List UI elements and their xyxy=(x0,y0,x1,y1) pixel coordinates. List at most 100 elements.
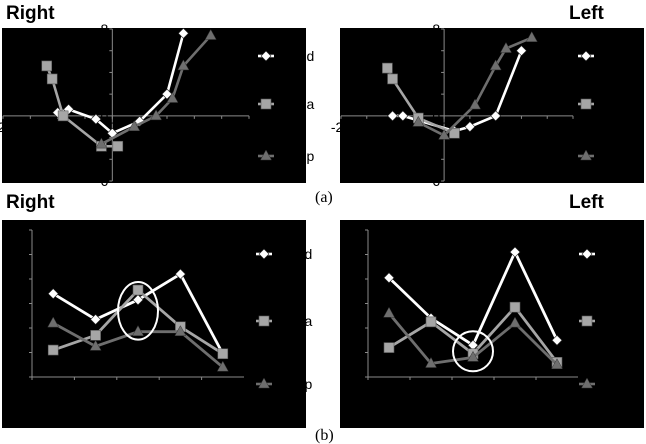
legend-label-R-Da: -R-Da xyxy=(275,313,313,329)
x-tick-label: "1-2" xyxy=(81,397,111,413)
data-point-R-Da xyxy=(90,330,101,341)
x-tick-label: "3-4" xyxy=(165,397,195,413)
chart-a-left: -20-15-10-50510152025-6-4-224680-L-Cd-L-… xyxy=(331,21,644,189)
y-tick-label: 8 xyxy=(18,271,26,287)
data-point-L-Da xyxy=(509,301,521,313)
y-tick-label: 6 xyxy=(432,43,440,59)
data-point-L-Cd xyxy=(490,110,502,122)
x-tick-label: "4-5" xyxy=(542,397,572,413)
data-point-L-Dp xyxy=(489,59,502,71)
y-tick-label: 4 xyxy=(18,320,26,336)
chart-b-right: 0 2 4 6 8 10 12 "0-1" "1-2" "2-3" "3-4" "4-5" -R-Cd -… xyxy=(2,220,313,428)
charts-layer: -20-15-10-50510152025-6-4-224680-R-Cd-R-… xyxy=(0,21,644,428)
legend-label-L-Da: -L-Da xyxy=(597,96,632,112)
data-point-R-Cd xyxy=(177,27,189,39)
x-tick-label: -15 xyxy=(20,119,40,135)
data-point-L-Da xyxy=(382,62,393,74)
series-line-L-Dp xyxy=(417,36,533,137)
data-point-L-Cd xyxy=(551,334,563,346)
data-point-L-Da xyxy=(425,316,437,328)
legend-marker-R-Dp xyxy=(258,377,270,389)
panel-b-left-title: Left xyxy=(569,192,605,213)
legend-marker-R-Cd xyxy=(258,248,270,260)
data-point-L-Da xyxy=(449,127,460,139)
series-line-L-Da xyxy=(386,67,455,135)
x-tick-label: 20 xyxy=(539,119,555,135)
x-tick-label: "4-5" xyxy=(208,397,238,413)
x-tick-label: "2-3" xyxy=(458,397,488,413)
y-tick-label: 8 xyxy=(432,21,440,37)
highlight-ellipse xyxy=(117,281,159,341)
legend-label-L-Dp: -L-Dp xyxy=(597,148,632,164)
caption-b: (b) xyxy=(315,427,334,444)
data-point-R-Cd xyxy=(90,314,102,325)
data-point-L-Dp xyxy=(500,42,512,53)
data-point-L-Da xyxy=(383,342,395,353)
legend-label-R-Da: -R-Da xyxy=(277,96,315,112)
data-point-L-Dp xyxy=(551,358,563,369)
legend-marker-R-Cd xyxy=(260,50,272,62)
y-tick-label: 6 xyxy=(354,296,362,312)
legend-marker-R-Da xyxy=(260,98,272,110)
data-point-L-Dp xyxy=(412,115,425,127)
data-point-R-Cd xyxy=(90,113,102,125)
y-tick-label: 4 xyxy=(354,320,362,336)
y-tick-label: 0 xyxy=(101,108,109,124)
legend-marker-L-Cd xyxy=(581,248,593,260)
legend-marker-L-Dp xyxy=(581,377,593,389)
legend-marker-R-Dp xyxy=(260,149,272,161)
data-point-R-Da xyxy=(47,344,59,356)
data-point-L-Dp xyxy=(425,357,437,368)
data-point-R-Dp xyxy=(174,325,187,336)
y-tick-label: 2 xyxy=(18,345,26,361)
legend-marker-L-Dp xyxy=(580,149,592,161)
legend-label-R-Dp: -R-Dp xyxy=(275,376,313,392)
y-tick-label: 4 xyxy=(432,64,440,80)
y-tick-label: 12 xyxy=(346,222,362,238)
legend-label-R-Cd: -R-Cd xyxy=(275,246,312,262)
legend-label-L-Cd: -L-Cd xyxy=(597,48,632,64)
y-tick-label: 6 xyxy=(18,296,26,312)
y-tick-label: 4 xyxy=(101,64,109,80)
y-tick-label: 6 xyxy=(101,43,109,59)
x-tick-label: 20 xyxy=(214,119,230,135)
y-tick-label: 8 xyxy=(354,271,362,287)
y-tick-label: -4 xyxy=(428,151,441,167)
legend-marker-R-Da xyxy=(258,315,270,327)
data-point-R-Cd xyxy=(161,88,173,100)
y-tick-label: 10 xyxy=(346,247,362,263)
data-point-L-Da xyxy=(387,73,398,85)
x-tick-label: 25 xyxy=(241,119,257,135)
legend-label-L-Cd: -L-Cd xyxy=(598,246,633,262)
x-tick-label: 10 xyxy=(488,119,504,135)
y-tick-label: 10 xyxy=(10,247,26,263)
data-point-L-Dp xyxy=(525,31,538,42)
y-tick-label: 12 xyxy=(10,222,26,238)
y-tick-label: -6 xyxy=(96,173,109,189)
data-point-L-Cd xyxy=(516,45,527,57)
y-tick-label: 0 xyxy=(354,369,362,385)
data-point-L-Cd xyxy=(509,246,521,258)
data-point-R-Dp xyxy=(128,120,141,131)
chart-b-left: 0 2 4 6 8 10 12 "0-1" "1-2" "2-3" "3-4" "4-5" -L-Cd -… xyxy=(340,220,644,428)
y-tick-label: -6 xyxy=(428,173,441,189)
x-tick-label: -10 xyxy=(382,119,402,135)
legend-marker-L-Cd xyxy=(580,50,592,62)
data-point-L-Dp xyxy=(509,316,521,328)
data-point-L-Dp xyxy=(467,350,479,362)
panel-b-right-title: Right xyxy=(6,192,55,213)
legend-marker-L-Da xyxy=(581,315,593,327)
y-tick-label: -2 xyxy=(428,130,441,146)
data-point-L-Cd xyxy=(397,110,409,122)
x-tick-label: "3-4" xyxy=(500,397,530,413)
data-point-L-Dp xyxy=(469,98,481,110)
x-tick-label: "0-1" xyxy=(374,397,404,413)
data-point-R-Dp xyxy=(150,109,162,121)
data-point-R-Da xyxy=(57,110,69,122)
data-point-R-Da xyxy=(41,60,53,72)
x-tick-label: 0 xyxy=(108,119,116,135)
legend-label-R-Cd: -R-Cd xyxy=(277,48,314,64)
y-tick-label: 2 xyxy=(101,86,109,102)
data-point-L-Cd xyxy=(464,121,476,133)
